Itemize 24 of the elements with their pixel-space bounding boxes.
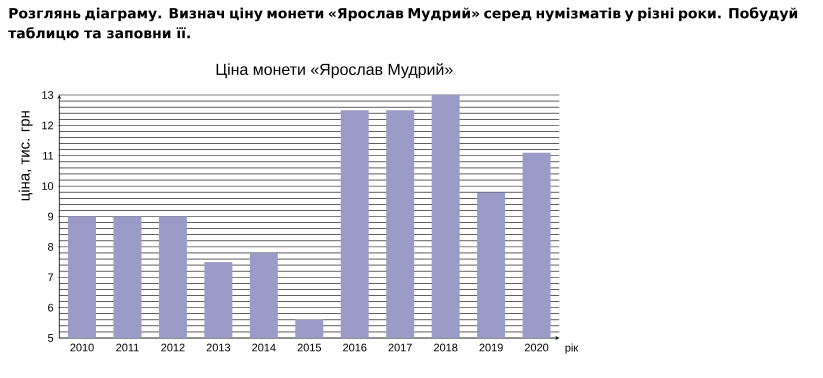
x-tick-label: 2015 bbox=[298, 344, 321, 352]
x-axis-title: рік bbox=[566, 344, 578, 354]
x-tick-label: 2011 bbox=[116, 344, 139, 352]
text: Розглянь діаграму. Визнач ціну монети «Ярослав Мудрий» серед нумізматів у різні роки. Побудуй таблицю та заповни її. bbox=[8, 7, 798, 40]
x-tick-label: 2016 bbox=[343, 344, 366, 352]
y-tick-label: 6 bbox=[48, 304, 54, 312]
x-tick-label: 2013 bbox=[206, 344, 230, 352]
x-tick-label: 2017 bbox=[388, 344, 412, 352]
y-tick-label: 5 bbox=[48, 334, 54, 342]
x-tick-label: 2012 bbox=[161, 344, 185, 352]
y-tick-label: 12 bbox=[42, 122, 54, 130]
y-tick-label: 7 bbox=[48, 273, 54, 282]
y-tick-label: 13 bbox=[42, 91, 54, 99]
x-tick-label: 2014 bbox=[252, 344, 276, 352]
x-tick-label: 2010 bbox=[70, 344, 94, 352]
y-tick-label: 9 bbox=[48, 212, 54, 220]
x-tick-label: 2019 bbox=[479, 344, 503, 352]
x-tick-label: 2018 bbox=[434, 344, 458, 352]
y-axis-title: ціна, тис. грн bbox=[18, 111, 33, 200]
y-tick-label: 8 bbox=[48, 243, 54, 251]
y-tick-label: 10 bbox=[42, 182, 54, 190]
chart-title: Ціна монети «Ярослав Мудрий» bbox=[216, 63, 453, 78]
y-tick-label: 11 bbox=[43, 152, 54, 160]
x-tick-label: 2020 bbox=[524, 344, 548, 352]
